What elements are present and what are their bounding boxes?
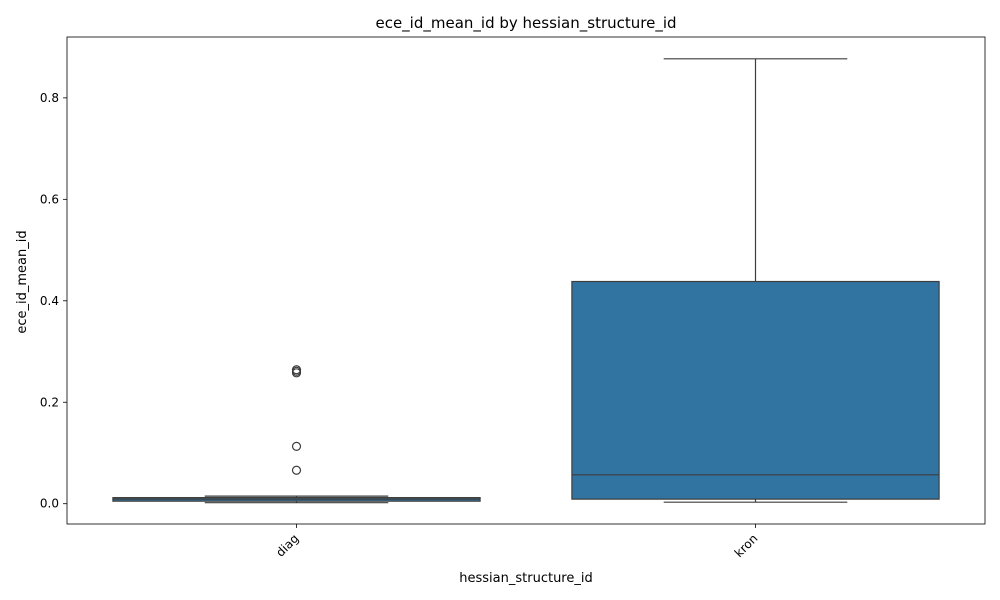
outlier-point (291, 465, 302, 475)
y-tick-label: 0.0 (40, 497, 59, 511)
x-tick-label: diag (273, 531, 301, 559)
y-tick-label: 0.6 (40, 192, 59, 206)
plot-area: 0.0 0.2 0.4 0.6 0.8 diag kron (40, 36, 986, 560)
x-tick-label: kron (732, 531, 761, 560)
y-tick-label: 0.2 (40, 395, 59, 409)
x-axis-title: hessian_structure_id (459, 571, 592, 586)
y-tick-label: 0.4 (40, 294, 59, 308)
y-tick-label: 0.8 (40, 91, 59, 105)
y-axis-title: ece_id_mean_id (15, 230, 30, 333)
outlier-point (291, 365, 302, 375)
chart-title: ece_id_mean_id by hessian_structure_id (375, 14, 676, 33)
box-kron (571, 280, 940, 500)
plot-frame (66, 36, 986, 525)
outlier-point (291, 441, 302, 451)
